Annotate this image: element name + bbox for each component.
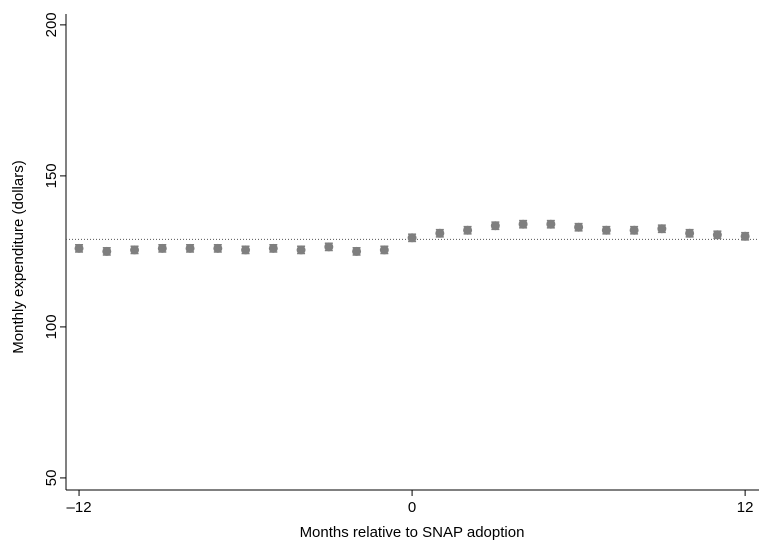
x-tick-label: –12 <box>67 499 92 516</box>
point <box>352 246 362 256</box>
point <box>157 243 167 253</box>
point <box>685 228 695 238</box>
point <box>241 245 251 255</box>
point <box>657 224 667 234</box>
point <box>490 221 500 231</box>
point <box>574 222 584 232</box>
point <box>435 228 445 238</box>
x-axis-title: Months relative to SNAP adoption <box>300 524 525 541</box>
point <box>268 243 278 253</box>
point <box>712 230 722 240</box>
point <box>740 231 750 241</box>
point <box>629 225 639 235</box>
point <box>324 242 334 252</box>
y-tick-label: 50 <box>43 470 60 487</box>
point <box>130 245 140 255</box>
point <box>518 219 528 229</box>
point <box>379 245 389 255</box>
point <box>407 233 417 243</box>
y-tick-label: 100 <box>43 314 60 339</box>
point <box>74 243 84 253</box>
point <box>601 225 611 235</box>
point <box>296 245 306 255</box>
point <box>546 219 556 229</box>
x-tick-label: 0 <box>408 499 416 516</box>
y-tick-label: 200 <box>43 12 60 37</box>
point <box>102 246 112 256</box>
point <box>213 243 223 253</box>
y-tick-label: 150 <box>43 163 60 188</box>
x-tick-label: 12 <box>737 499 754 516</box>
y-axis-title: Monthly expenditure (dollars) <box>10 160 27 353</box>
point <box>185 243 195 253</box>
point <box>463 225 473 235</box>
